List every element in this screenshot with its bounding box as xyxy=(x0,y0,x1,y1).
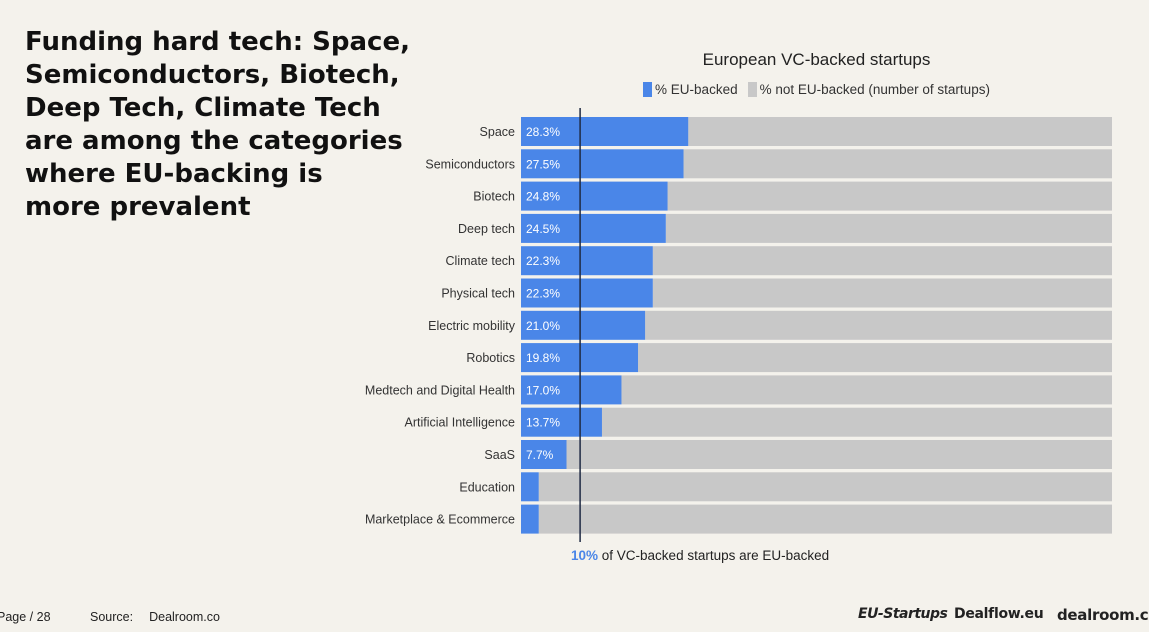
footnote-text: of VC-backed startups are EU-backed xyxy=(598,548,830,563)
data-label: 13.7% xyxy=(526,416,560,430)
category-label: Climate tech xyxy=(446,254,516,268)
source-label: Source: xyxy=(90,610,134,624)
category-label: Robotics xyxy=(466,351,515,365)
bar-not-eu-backed xyxy=(601,407,1112,437)
bar-not-eu-backed xyxy=(621,375,1112,405)
chart-title: European VC-backed startups xyxy=(702,50,931,69)
legend-label-eu-backed: % EU-backed xyxy=(655,82,738,97)
page-number: Page / 28 xyxy=(0,610,51,624)
category-label: Medtech and Digital Health xyxy=(365,383,515,397)
category-label: Electric mobility xyxy=(428,319,516,333)
chart-legend: % EU-backed % not EU-backed (number of s… xyxy=(521,82,1112,97)
category-label: Marketplace & Ecommerce xyxy=(365,513,515,527)
headline-line: Deep Tech, Climate Tech xyxy=(25,93,381,123)
chart-footnote: 10% of VC-backed startups are EU-backed xyxy=(571,548,829,563)
headline-line: more prevalent xyxy=(25,192,251,222)
legend-item-not-eu-backed: % not EU-backed (number of startups) xyxy=(747,82,990,97)
headline-line: are among the categories xyxy=(25,126,403,156)
category-label: Space xyxy=(480,125,515,139)
data-label: 24.5% xyxy=(526,222,560,236)
bar-not-eu-backed xyxy=(566,440,1112,469)
headline-line: Funding hard tech: Space, xyxy=(25,27,410,57)
bar-eu-backed xyxy=(521,472,539,502)
bar-eu-backed xyxy=(521,213,666,243)
headline: Funding hard tech: Space, Semiconductors… xyxy=(25,26,410,224)
bar-not-eu-backed xyxy=(645,310,1112,340)
category-label: Physical tech xyxy=(441,287,515,301)
bar-not-eu-backed xyxy=(683,149,1112,179)
bar-eu-backed xyxy=(521,117,689,146)
footer-source: Source: Dealroom.co xyxy=(90,610,220,624)
data-label: 7.7% xyxy=(526,448,554,462)
source-value: Dealroom.co xyxy=(149,610,220,624)
data-label: 27.5% xyxy=(526,157,560,171)
headline-line: Semiconductors, Biotech, xyxy=(25,60,400,90)
bar-not-eu-backed xyxy=(652,246,1112,276)
category-label: Artificial Intelligence xyxy=(405,416,516,430)
category-label: Biotech xyxy=(473,190,515,204)
bar-eu-backed xyxy=(521,278,653,308)
bar-not-eu-backed xyxy=(688,117,1112,146)
bar-not-eu-backed xyxy=(652,278,1112,308)
category-label: Deep tech xyxy=(458,222,515,236)
category-label: SaaS xyxy=(484,448,515,462)
data-label: 22.3% xyxy=(526,287,560,301)
bar-eu-backed xyxy=(521,246,653,276)
bar-eu-backed xyxy=(521,504,539,534)
legend-swatch-eu-backed xyxy=(643,82,653,97)
bar-eu-backed xyxy=(521,310,646,340)
bar-eu-backed xyxy=(521,149,684,179)
data-label: 21.0% xyxy=(526,319,560,333)
bar-eu-backed xyxy=(521,375,622,405)
bar-not-eu-backed xyxy=(638,343,1112,373)
bar-eu-backed xyxy=(521,181,668,211)
bar-eu-backed xyxy=(521,440,567,469)
data-label: 19.8% xyxy=(526,351,560,365)
data-label: 24.8% xyxy=(526,190,560,204)
legend-swatch-not-eu-backed xyxy=(747,82,757,97)
data-label: 17.0% xyxy=(526,383,560,397)
bar-not-eu-backed xyxy=(665,213,1112,243)
category-label: Education xyxy=(459,480,515,494)
bar-eu-backed xyxy=(521,407,602,437)
legend-item-eu-backed: % EU-backed xyxy=(643,82,738,97)
bar-not-eu-backed xyxy=(667,181,1112,211)
dealroom-logo: dealroom.co xyxy=(1057,606,1149,624)
footnote-accent: 10% xyxy=(571,548,599,563)
data-label: 28.3% xyxy=(526,125,560,139)
category-label: Semiconductors xyxy=(425,157,515,171)
headline-line: where EU-backing is xyxy=(25,159,323,189)
legend-label-not-eu-backed: % not EU-backed (number of startups) xyxy=(759,82,990,97)
bar-not-eu-backed xyxy=(538,472,1112,502)
data-label: 22.3% xyxy=(526,254,560,268)
bar-not-eu-backed xyxy=(538,504,1112,534)
eu-startups-logo: EU-Startups xyxy=(858,606,948,622)
dealflow-logo: Dealflow.eu xyxy=(954,606,1044,622)
